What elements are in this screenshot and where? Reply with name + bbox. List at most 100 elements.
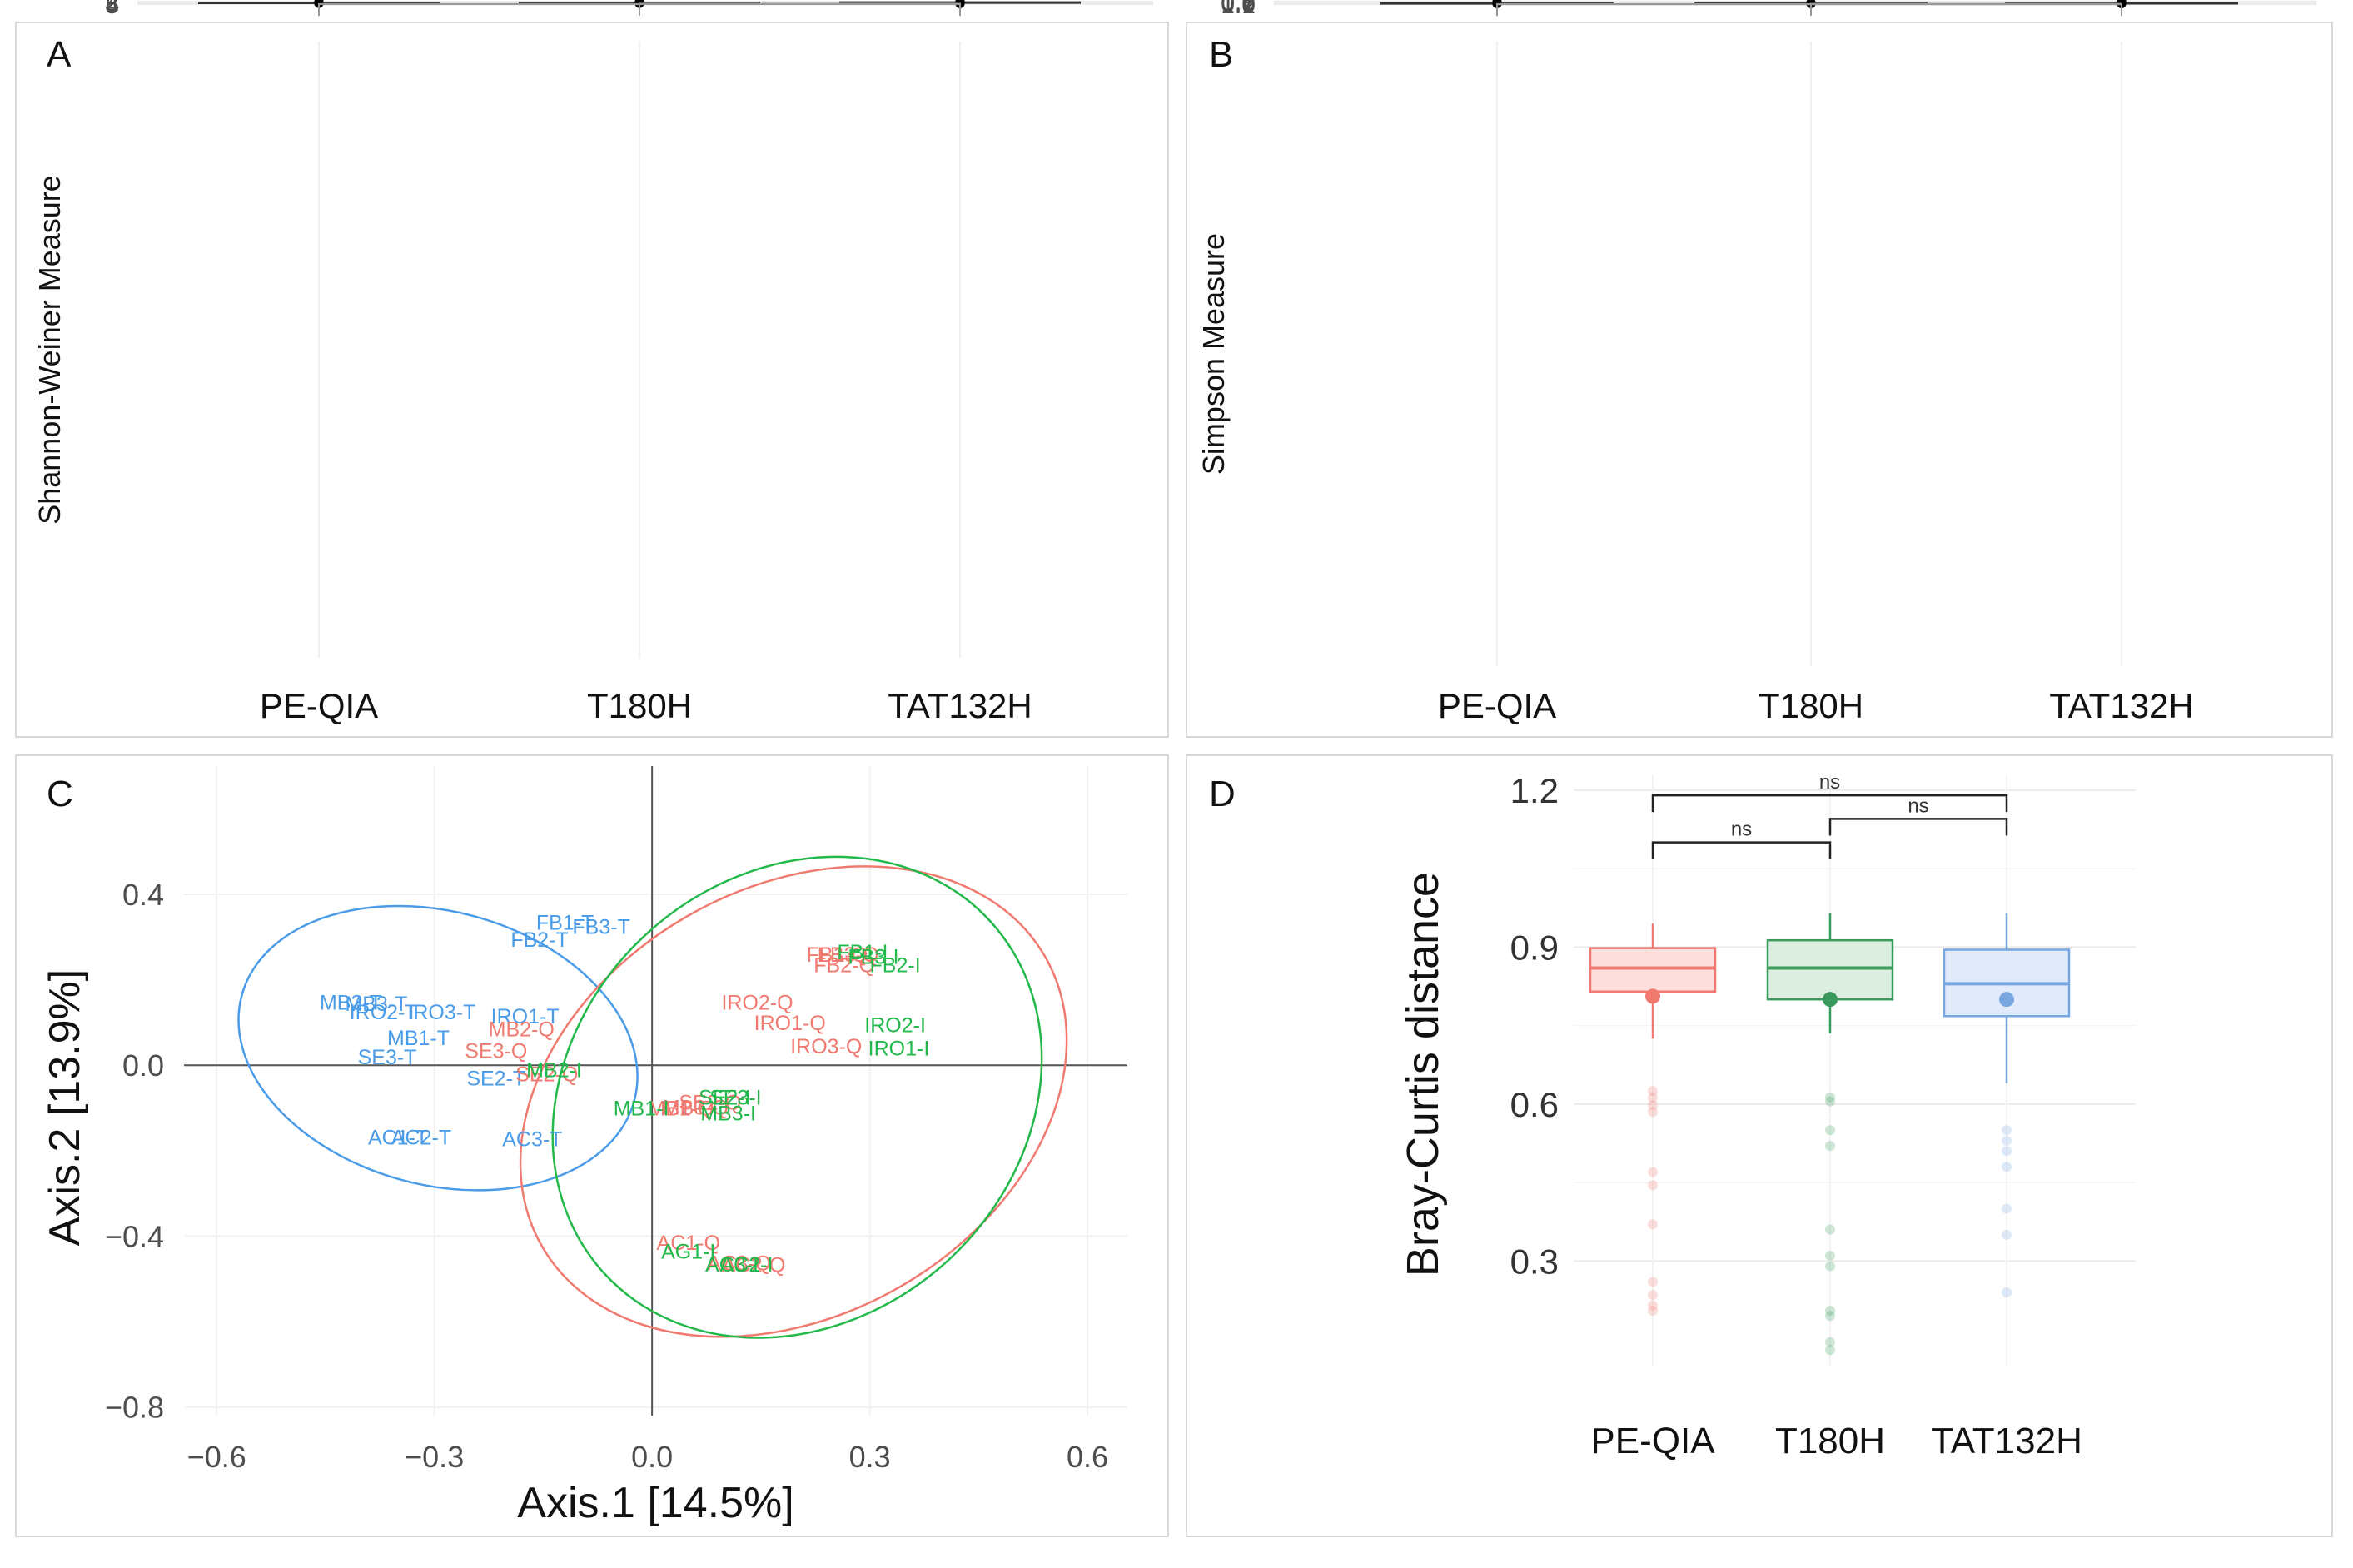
sample-label: FB1-I <box>837 941 888 964</box>
sample-label: AC3-Q <box>708 1252 771 1275</box>
sample-label: AC2-I <box>719 1253 773 1277</box>
outlier-point-d <box>1825 1337 1835 1347</box>
x-tick-label-c: −0.3 <box>405 1440 464 1474</box>
sample-label: FB1-T <box>536 911 594 934</box>
outlier-point-d <box>1825 1125 1835 1136</box>
y-tick-label-a: 2 <box>105 0 119 17</box>
confidence-ellipse <box>551 855 1043 1339</box>
outlier-point-d <box>1648 1300 1658 1311</box>
mean-point-d <box>1823 992 1838 1008</box>
panel-label-b: B <box>1209 34 1233 75</box>
x-axis-title-c: Axis.1 [14.5%] <box>517 1479 793 1527</box>
outlier-point-d <box>2002 1229 2012 1240</box>
y-axis-title-c: Axis.2 [13.9%] <box>41 969 89 1246</box>
outlier-point-d <box>2002 1287 2012 1298</box>
y-tick-label-d: 0.9 <box>1510 928 1559 967</box>
sample-label: FB2-T <box>510 928 568 952</box>
y-axis-title-b: Simpson Measure <box>1196 233 1231 475</box>
sample-label: AC3-I <box>705 1253 759 1277</box>
sample-label: AC3-T <box>502 1127 562 1151</box>
panel-a <box>15 22 1169 738</box>
sample-label: SE2-Q <box>515 1063 578 1086</box>
confidence-ellipse <box>519 865 1068 1338</box>
outlier-point-d <box>1648 1167 1658 1177</box>
outlier-point-d <box>1648 1100 1658 1111</box>
outlier-point-d <box>1825 1224 1835 1235</box>
sample-label: IRO1-Q <box>754 1012 826 1035</box>
y-tick-label-d: 0.3 <box>1510 1242 1559 1281</box>
outlier-point-d <box>1648 1107 1658 1118</box>
sample-label: SE3-T <box>358 1046 417 1069</box>
sample-label: SE2-T <box>466 1068 525 1091</box>
sample-label: FB2-Q <box>813 954 875 978</box>
sample-label: IRO3-Q <box>790 1035 862 1058</box>
y-tick-label-c: 0.0 <box>122 1048 164 1083</box>
outlier-point-d <box>1648 1290 1658 1301</box>
outlier-point-d <box>1648 1086 1658 1097</box>
outlier-point-d <box>1825 1251 1835 1262</box>
category-label-d: TAT132H <box>1931 1421 2082 1461</box>
category-label-b: T180H <box>1759 686 1863 725</box>
significance-label-d: ns <box>1819 771 1840 794</box>
outlier-point-d <box>2002 1162 2012 1172</box>
category-label-d: PE-QIA <box>1590 1421 1715 1461</box>
sample-label: AC2-Q <box>722 1253 785 1277</box>
box-d <box>1589 947 1717 993</box>
x-tick-label-c: 0.0 <box>631 1440 673 1474</box>
sample-label: IRO3-T <box>407 1001 475 1024</box>
y-tick-label-a: 5 <box>105 0 119 19</box>
sample-label: IRO1-T <box>491 1005 560 1028</box>
x-tick-label-c: −0.6 <box>187 1440 246 1474</box>
outlier-point-d <box>1825 1306 1835 1317</box>
comparison-bracket-a <box>639 2 961 16</box>
sample-label: MB2-Q <box>489 1018 555 1042</box>
sample-label: IRO2-Q <box>721 991 793 1014</box>
sample-label: MB1-Q <box>648 1098 714 1121</box>
y-tick-label-b: 1.1 <box>1221 0 1256 19</box>
mean-point-d <box>1645 988 1660 1004</box>
category-label-d: T180H <box>1775 1421 1885 1461</box>
x-tick-label-c: 0.3 <box>849 1440 891 1474</box>
y-tick-label-b: 0.7 <box>1221 0 1256 17</box>
outlier-point-d <box>1825 1096 1835 1107</box>
comparison-bracket-d <box>1651 794 2008 813</box>
significance-label-d: ns <box>1731 819 1752 841</box>
significance-label-d: ns <box>1908 794 1928 817</box>
y-tick-label-b: 1.0 <box>1221 0 1256 19</box>
outlier-point-d <box>1648 1277 1658 1287</box>
outlier-point-d <box>2002 1125 2012 1136</box>
panel-b <box>1186 22 2333 738</box>
sample-label: MB2-I <box>526 1058 582 1082</box>
y-tick-label-c: −0.4 <box>105 1219 164 1253</box>
outlier-point-d <box>1648 1180 1658 1191</box>
sample-label: FB3-I <box>848 945 898 968</box>
outlier-point-d <box>1825 1311 1835 1322</box>
comparison-bracket-a <box>318 3 961 17</box>
comparison-bracket-b <box>1496 2 1812 16</box>
y-tick-label-c: −0.8 <box>105 1391 164 1425</box>
outlier-point-d <box>1825 1345 1835 1356</box>
y-axis-title-d: Bray-Curtis distance <box>1398 872 1448 1277</box>
outlier-point-d <box>1825 1092 1835 1103</box>
panel-d <box>1186 754 2333 1537</box>
comparison-bracket-b <box>1810 2 2122 16</box>
sample-label: IRO2-I <box>864 1013 926 1037</box>
sample-label: FB2-I <box>870 954 921 978</box>
category-label-b: PE-QIA <box>1438 686 1556 725</box>
y-tick-label-b: 0.8 <box>1221 0 1256 17</box>
p-value-label-a: 0.81 <box>777 0 823 1</box>
sample-label: MB3-Q <box>663 1097 729 1120</box>
sample-label: FB1-Q <box>807 943 868 967</box>
p-value-label-b: 0.9 <box>1793 0 1826 1</box>
outlier-point-d <box>1648 1219 1658 1230</box>
mean-point-d <box>1999 992 2014 1008</box>
comparison-bracket-d <box>1828 818 2008 836</box>
panel-label-d: D <box>1209 774 1236 814</box>
sample-label: MB3-I <box>700 1103 756 1126</box>
category-label-a: T180H <box>587 686 692 725</box>
panel-label-c: C <box>47 774 73 814</box>
p-value-label-b: 0.58 <box>1631 0 1677 1</box>
sample-label: FB3-T <box>572 915 629 938</box>
comparison-bracket-b <box>1496 3 2122 17</box>
